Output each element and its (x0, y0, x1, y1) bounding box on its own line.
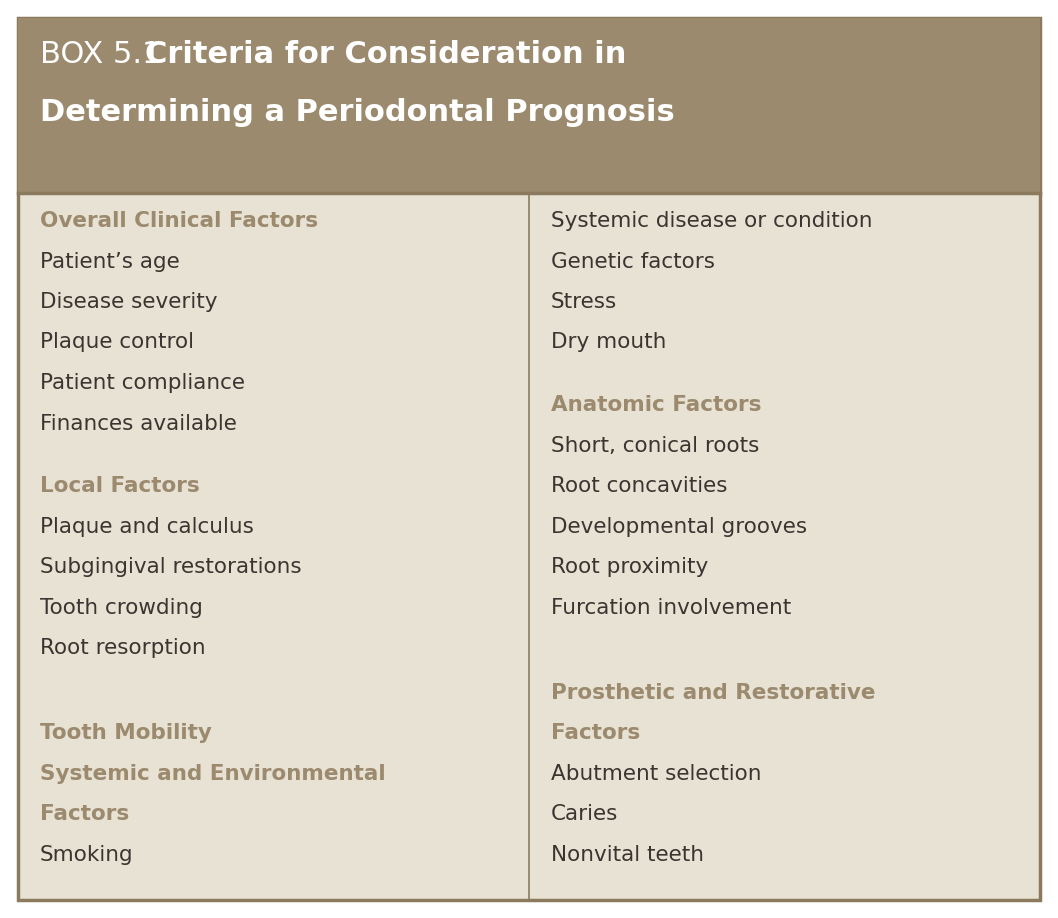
Text: Tooth Mobility: Tooth Mobility (40, 723, 212, 744)
Text: Short, conical roots: Short, conical roots (551, 436, 760, 455)
Text: Criteria for Consideration in: Criteria for Consideration in (145, 40, 626, 69)
Text: BOX 5.1: BOX 5.1 (40, 40, 162, 69)
Text: Root resorption: Root resorption (40, 638, 205, 658)
Text: Stress: Stress (551, 292, 617, 312)
Text: Smoking: Smoking (40, 845, 133, 865)
Text: Finances available: Finances available (40, 413, 237, 433)
Text: Overall Clinical Factors: Overall Clinical Factors (40, 211, 318, 231)
Text: Caries: Caries (551, 804, 618, 824)
Text: Nonvital teeth: Nonvital teeth (551, 845, 704, 865)
Text: Root proximity: Root proximity (551, 557, 708, 577)
Text: Plaque control: Plaque control (40, 332, 194, 353)
Text: Furcation involvement: Furcation involvement (551, 598, 791, 618)
Text: Abutment selection: Abutment selection (551, 764, 762, 784)
Text: Disease severity: Disease severity (40, 292, 218, 312)
Text: Systemic disease or condition: Systemic disease or condition (551, 211, 873, 231)
Text: Prosthetic and Restorative: Prosthetic and Restorative (551, 683, 876, 703)
Text: Developmental grooves: Developmental grooves (551, 517, 807, 537)
Text: Patient compliance: Patient compliance (40, 373, 245, 393)
Text: Systemic and Environmental: Systemic and Environmental (40, 764, 385, 784)
Text: Genetic factors: Genetic factors (551, 252, 715, 272)
Text: Tooth crowding: Tooth crowding (40, 598, 203, 618)
Text: Dry mouth: Dry mouth (551, 332, 667, 353)
Text: Anatomic Factors: Anatomic Factors (551, 396, 762, 415)
Text: Subgingival restorations: Subgingival restorations (40, 557, 302, 577)
Text: Factors: Factors (551, 723, 640, 744)
Text: Plaque and calculus: Plaque and calculus (40, 517, 254, 537)
Text: Patient’s age: Patient’s age (40, 252, 180, 272)
Text: Root concavities: Root concavities (551, 476, 728, 497)
Text: Determining a Periodontal Prognosis: Determining a Periodontal Prognosis (40, 98, 675, 127)
Text: Factors: Factors (40, 804, 129, 824)
Bar (18, 18, 1040, 193)
Text: Local Factors: Local Factors (40, 476, 200, 497)
